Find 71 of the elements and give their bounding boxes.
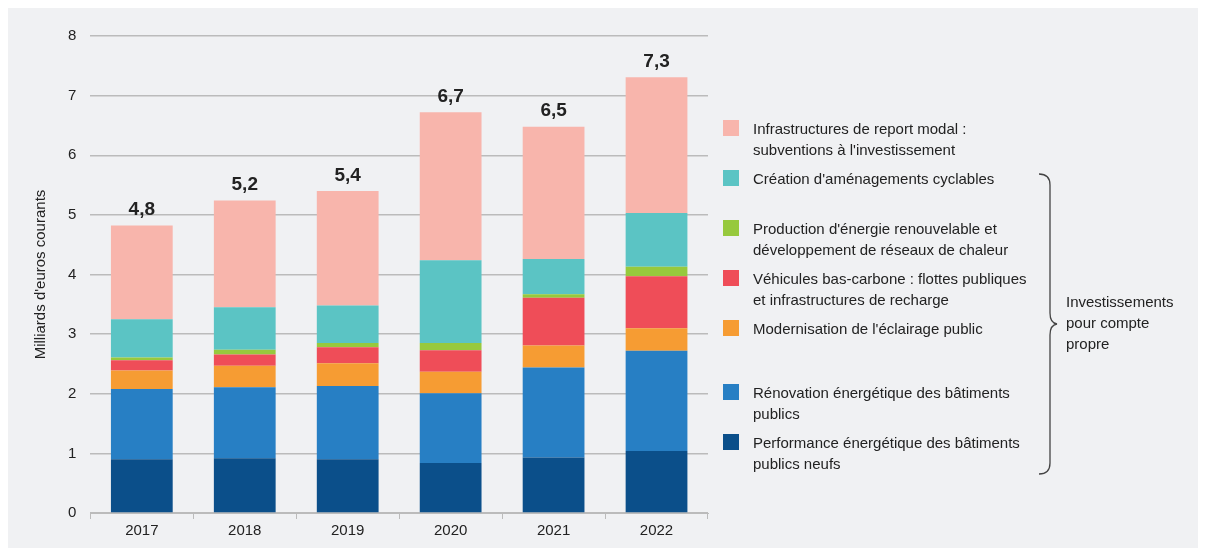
bar [110,459,173,513]
bar [316,459,379,513]
legend-label: Infrastructures de report modal : subventions à l'investissement [753,119,968,160]
legend-label: Performance énergétique des bâtiments publics neufs [753,433,1021,474]
bar [316,305,379,344]
y-tick-label: 2 [68,383,77,401]
bar [625,213,688,267]
text: Investissements pour compte propre [1066,292,1175,354]
y-tick-label: 5 [68,205,77,223]
bar [213,200,276,308]
bar [625,450,688,513]
bar [419,371,482,394]
bar [419,393,482,463]
bar [625,328,688,351]
total-label: 7,3 [643,49,670,71]
bar [625,350,688,451]
legend-label: Rénovation énergétique des bâtiments publics [753,383,1011,424]
total-label: 5,4 [334,163,362,185]
y-tick-label: 4 [68,264,77,282]
x-tick-label: 2020 [433,521,468,539]
y-tick-label: 6 [68,145,77,163]
total-label: 4,8 [128,198,156,220]
x-tick-label: 2019 [331,521,365,539]
bar [316,363,379,386]
legend-label: Modernisation de l'éclairage public [753,319,983,339]
y-tick-label: 1 [68,443,77,461]
bar [419,462,482,513]
x-tick-label: 2018 [228,521,262,539]
x-tick-label: 2021 [536,521,571,539]
bar [522,259,585,295]
bar [110,360,173,371]
y-tick-label: 8 [68,26,77,44]
bar [419,343,482,351]
bar [110,225,173,320]
bar [625,77,688,214]
bar [625,266,688,277]
bar [625,276,688,329]
bar [316,191,379,306]
bar [522,457,585,513]
x-tick-label: 2017 [125,521,159,539]
bar [213,365,276,388]
bar [419,350,482,372]
bar [316,347,379,364]
bar [213,458,276,513]
bar [213,387,276,459]
bar [522,126,585,259]
bar [110,370,173,389]
bar [213,307,276,350]
bar [522,297,585,346]
legend-label: Véhicules bas-carbone : flottes publiques et infrastructures de recharge [753,269,1028,310]
legend-label: Production d'énergie renouvelable et développement de réseaux de chaleur [753,219,1010,260]
bar [110,357,173,361]
y-axis-title: Milliards d'euros courants [31,189,49,360]
legend-label: Création d'aménagements cyclables [753,169,995,189]
bar [213,354,276,366]
y-tick-label: 7 [68,85,77,103]
bar [522,345,585,368]
bar [522,294,585,298]
bar [110,319,173,358]
bar [419,260,482,344]
bar [316,386,379,460]
bar [110,388,173,460]
y-tick-label: 3 [68,324,77,342]
total-label: 5,2 [231,173,258,195]
total-label: 6,7 [437,85,464,107]
bar [522,367,585,458]
bar [316,343,379,348]
x-tick-label: 2022 [639,521,674,539]
y-tick-label: 0 [68,503,77,521]
bar [419,112,482,261]
total-label: 6,5 [540,99,568,121]
